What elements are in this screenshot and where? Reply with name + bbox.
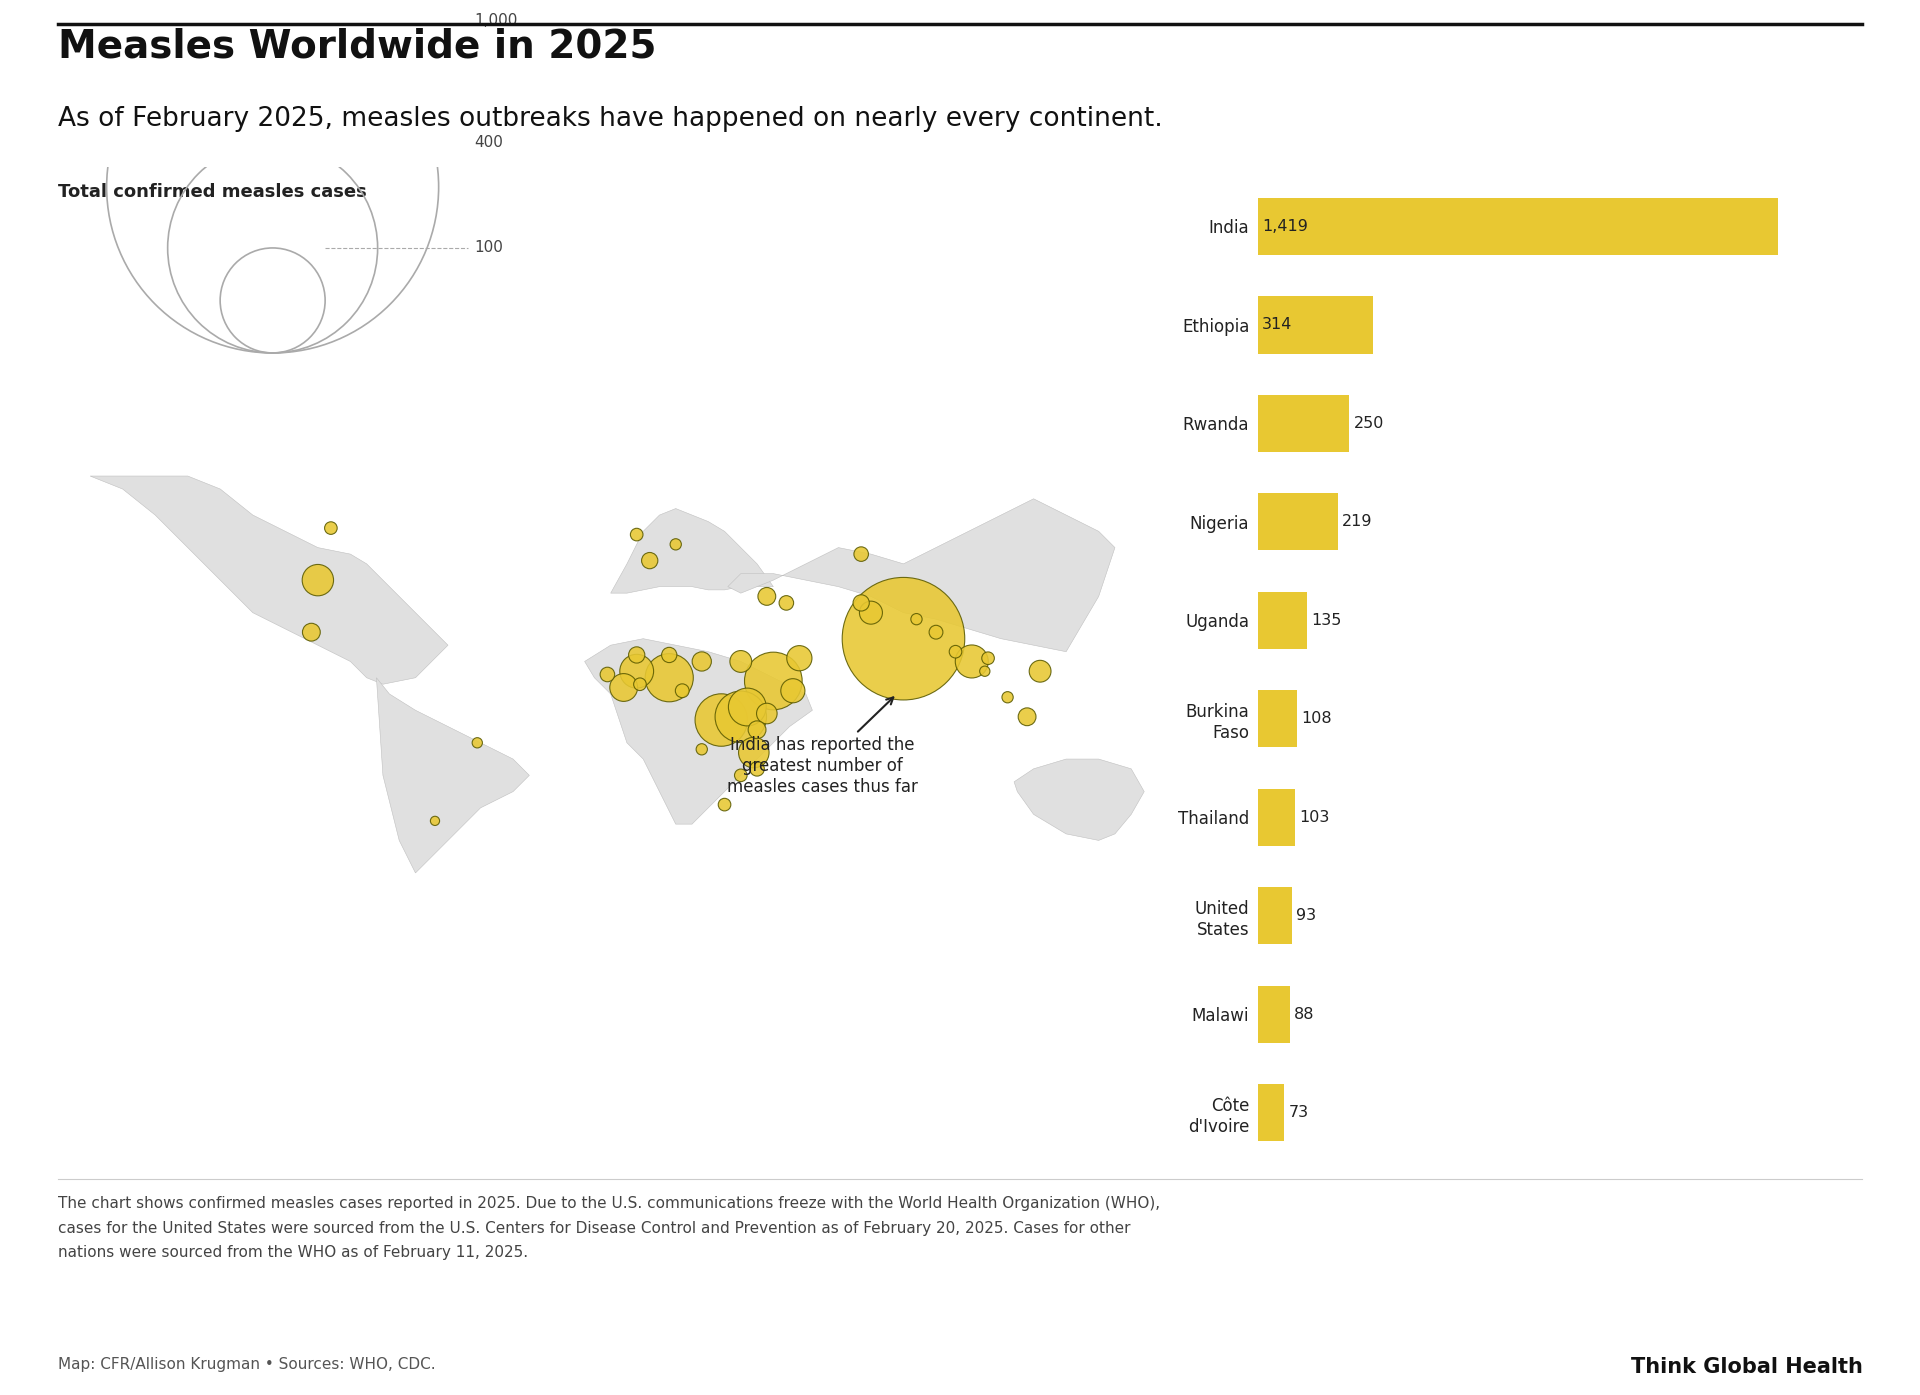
Circle shape (670, 538, 682, 550)
Circle shape (695, 693, 747, 746)
Circle shape (929, 625, 943, 639)
Text: 219: 219 (1342, 515, 1373, 529)
Circle shape (303, 624, 321, 642)
Text: Total confirmed measles cases: Total confirmed measles cases (58, 183, 367, 201)
Circle shape (611, 674, 637, 702)
Circle shape (718, 798, 732, 810)
Circle shape (979, 665, 991, 677)
Text: 93: 93 (1296, 908, 1315, 923)
Circle shape (714, 691, 766, 742)
Circle shape (1018, 707, 1037, 725)
Circle shape (641, 552, 659, 569)
Circle shape (662, 647, 678, 663)
Text: India has reported the
greatest number of
measles cases thus far: India has reported the greatest number o… (726, 698, 918, 797)
Circle shape (301, 565, 334, 596)
Polygon shape (611, 509, 774, 593)
Circle shape (745, 651, 803, 710)
Circle shape (781, 679, 804, 703)
Bar (1258, 591, 1308, 649)
Bar (1258, 887, 1292, 944)
Circle shape (645, 654, 693, 702)
Text: 135: 135 (1311, 612, 1342, 628)
Text: 400: 400 (474, 135, 503, 151)
Bar (1258, 986, 1290, 1043)
Text: 100: 100 (474, 240, 503, 255)
Circle shape (634, 678, 647, 691)
Circle shape (1029, 660, 1050, 682)
Text: Map: CFR/Allison Krugman • Sources: WHO, CDC.: Map: CFR/Allison Krugman • Sources: WHO,… (58, 1357, 436, 1373)
Bar (1258, 1084, 1284, 1141)
Circle shape (630, 529, 643, 541)
Circle shape (843, 578, 964, 700)
Text: The chart shows confirmed measles cases reported in 2025. Due to the U.S. commun: The chart shows confirmed measles cases … (58, 1197, 1160, 1261)
Text: Think Global Health: Think Global Health (1630, 1357, 1862, 1377)
Circle shape (948, 646, 962, 658)
Text: Measles Worldwide in 2025: Measles Worldwide in 2025 (58, 28, 657, 66)
Text: 1,000: 1,000 (474, 14, 518, 28)
Polygon shape (728, 499, 1116, 651)
Circle shape (628, 647, 645, 663)
Circle shape (860, 601, 883, 624)
Bar (1258, 395, 1350, 452)
Circle shape (739, 738, 770, 767)
Circle shape (676, 684, 689, 698)
Circle shape (728, 688, 766, 725)
Circle shape (854, 547, 868, 561)
Text: 1,419: 1,419 (1261, 219, 1308, 234)
Circle shape (981, 651, 995, 664)
Circle shape (751, 762, 764, 776)
Text: 314: 314 (1261, 318, 1292, 332)
Text: As of February 2025, measles outbreaks have happened on nearly every continent.: As of February 2025, measles outbreaks h… (58, 106, 1162, 131)
Text: 73: 73 (1288, 1105, 1309, 1120)
Circle shape (730, 650, 753, 672)
Circle shape (324, 522, 338, 534)
Circle shape (758, 587, 776, 605)
Circle shape (787, 646, 812, 671)
Circle shape (735, 769, 747, 781)
Bar (1258, 296, 1373, 353)
Circle shape (749, 721, 766, 739)
Text: 88: 88 (1294, 1007, 1315, 1021)
Text: 108: 108 (1302, 711, 1332, 727)
Bar (1258, 691, 1298, 748)
Circle shape (756, 703, 778, 724)
Polygon shape (586, 639, 812, 824)
Polygon shape (376, 678, 530, 873)
Circle shape (852, 594, 870, 611)
Polygon shape (1014, 759, 1144, 840)
Text: 250: 250 (1354, 416, 1384, 431)
Text: 103: 103 (1300, 810, 1331, 824)
Bar (1258, 198, 1778, 255)
Bar (1258, 494, 1338, 551)
Circle shape (472, 738, 482, 748)
Circle shape (691, 651, 712, 671)
Polygon shape (90, 476, 447, 684)
Circle shape (430, 816, 440, 826)
Circle shape (956, 644, 989, 678)
Circle shape (697, 744, 707, 755)
Circle shape (780, 596, 793, 610)
Bar (1258, 788, 1296, 845)
Circle shape (910, 614, 922, 625)
Circle shape (1002, 692, 1014, 703)
Circle shape (601, 667, 614, 682)
Circle shape (620, 654, 653, 688)
